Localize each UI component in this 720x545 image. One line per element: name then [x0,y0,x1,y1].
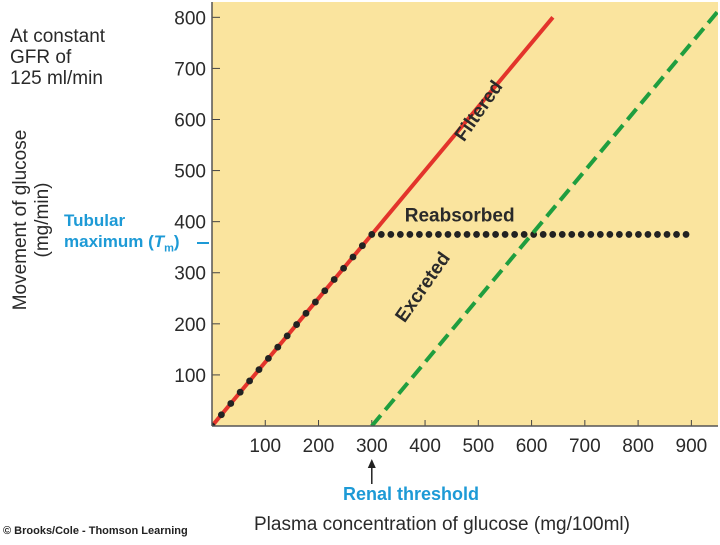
reabsorbed-dot [246,377,253,385]
y-axis-label: Movement of glucose (mg/min) [10,129,53,311]
reabsorbed-dot [236,388,244,396]
plot-area [212,2,718,426]
x-tick-label: 200 [303,436,335,457]
reabsorbed-dot [435,231,442,238]
y-tick-label: 500 [174,162,206,183]
reabsorbed-dot [283,332,291,340]
reabsorbed-dot [321,287,329,295]
reabsorbed-dot [644,231,652,238]
reabsorbed-dot [302,309,310,317]
reabsorbed-dot [501,231,509,238]
tubular-maximum-label: Tubular maximum (Tm) [64,210,180,259]
reabsorbed-dot [482,231,490,238]
x-tick-label: 700 [569,436,601,457]
reabsorbed-dot [682,231,690,238]
reabsorbed-dot [255,366,263,374]
reabsorbed-dot [663,231,671,238]
reabsorbed-dot [539,231,547,238]
reabsorbed-dot [330,276,338,283]
reabsorbed-dot [654,231,661,238]
y-tick-label: 400 [174,213,206,234]
reabsorbed-dot [340,264,347,272]
x-tick-label: 100 [249,436,281,457]
reabsorbed-dot [625,231,633,238]
tubular-maximum-line1: Tubular [64,211,126,230]
reabsorbed-dot [264,354,272,362]
y-tick-label: 600 [174,110,206,131]
reabsorbed-dot [425,231,433,238]
tubular-maximum-marker [197,242,209,244]
renal-threshold-label: Renal threshold [343,484,480,504]
x-tick-label: 800 [622,436,654,457]
reabsorbed-dot [558,231,566,238]
reabsorbed-dot [349,253,357,261]
reabsorbed-dot [274,343,282,351]
y-tick-label: 300 [174,264,206,285]
reabsorbed-dot [416,231,423,238]
reabsorbed-dot [463,231,471,238]
reabsorbed-dot [311,298,319,306]
condition-text: At constant GFR of 125 ml/min [10,26,106,89]
reabsorbed-dot [473,231,480,238]
x-tick-label: 300 [356,436,388,457]
y-tick-label: 800 [174,8,206,29]
x-tick-label: 600 [516,436,548,457]
reabsorbed-dot [377,231,385,238]
reabsorbed-dot [492,231,499,238]
excreted-line [370,9,718,426]
x-tick-label: 400 [409,436,441,457]
y-tick-label: 200 [174,315,206,336]
reabsorbed-dot [587,231,595,238]
x-tick-label: 900 [676,436,708,457]
reabsorbed-dot [606,231,614,238]
x-axis-label: Plasma concentration of glucose (mg/100m… [254,514,630,535]
reabsorbed-dot [358,242,366,250]
y-tick-label: 100 [174,366,206,387]
reabsorbed-dot [511,231,519,238]
reabsorbed-dot [577,231,585,238]
tubular-maximum-line2: maximum (Tm) [64,232,180,255]
reabsorbed-dot [549,231,557,238]
reabsorbed-dot [396,231,404,238]
reabsorbed-series-label: Reabsorbed [405,206,515,227]
reabsorbed-dot [368,231,376,238]
reabsorbed-dot [568,231,576,238]
x-tick-label: 500 [462,436,494,457]
reabsorbed-dot [454,231,461,238]
reabsorbed-dot [217,411,225,419]
axis-layer [211,2,718,484]
reabsorbed-dot [673,231,680,238]
y-tick-label: 700 [174,59,206,80]
series-layer [212,9,718,426]
reabsorbed-dot [387,231,395,238]
reabsorbed-dot [615,231,623,238]
publisher-credit: © Brooks/Cole - Thomson Learning [3,525,188,537]
reabsorbed-dot [596,231,604,238]
reabsorbed-dot [635,231,642,238]
reabsorbed-dot [227,400,235,407]
reabsorbed-dot [406,231,414,238]
reabsorbed-dot [293,321,300,328]
tick-layer: 100 200 300 400 500 600 700 800 100 200 300 400 500 6… [174,8,707,457]
reabsorbed-dot [520,231,528,238]
reabsorbed-dot [212,422,216,426]
renal-threshold-arrow-head [367,459,376,468]
reabsorbed-dot [444,231,452,238]
